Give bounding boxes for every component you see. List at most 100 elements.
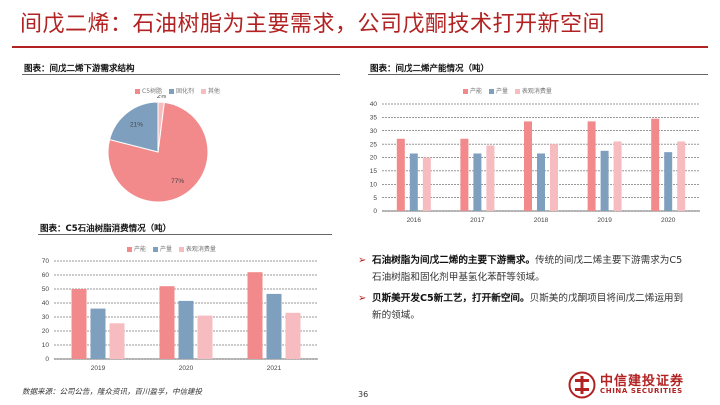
bar <box>266 293 282 359</box>
pie-legend-other: 其他 <box>207 88 220 95</box>
resin-chart-caption: 图表：C5石油树脂消费情况（吨） <box>40 224 172 234</box>
bullet-item: ➢ 贝斯美开发C5新工艺，打开新空间。贝斯美的戊酮项目将间戊二烯运用到新的领域。 <box>358 290 688 324</box>
legend-swatch <box>127 247 132 252</box>
pie-legend-c5: C5树脂 <box>142 88 163 95</box>
bar <box>197 315 213 359</box>
y-tick-label: 35 <box>370 115 378 122</box>
bar <box>71 289 87 359</box>
legend-swatch <box>488 89 494 94</box>
pie-slice <box>157 101 165 153</box>
bar <box>90 308 106 359</box>
bar <box>247 272 263 359</box>
x-tick-label: 2018 <box>534 217 549 224</box>
bar <box>422 157 431 211</box>
capacity-legend-output: 产量 <box>495 88 508 95</box>
pie-legend-curing: 固化剂 <box>175 88 194 95</box>
legend-swatch <box>178 247 184 252</box>
pie-slice-label: 77% <box>171 178 184 185</box>
y-tick-label: 40 <box>370 101 378 108</box>
y-tick-label: 40 <box>42 300 50 307</box>
legend-swatch <box>152 247 158 252</box>
bar <box>409 153 418 211</box>
capacity-legend-capacity: 产能 <box>470 88 483 95</box>
bar <box>524 121 532 211</box>
resin-caption-rule <box>38 234 332 235</box>
bar <box>600 150 609 211</box>
bar <box>159 286 175 359</box>
capacity-legend-demand: 表观消费量 <box>521 88 552 95</box>
company-logo: 中信建投证券 CHINA SECURITIES <box>568 370 718 400</box>
bullet-lead: 贝斯美开发C5新工艺，打开新空间。 <box>372 293 530 304</box>
x-tick-label: 2017 <box>470 217 485 224</box>
capacity-caption-rule <box>368 74 708 75</box>
bar <box>677 141 686 211</box>
x-tick-label: 2020 <box>661 217 676 224</box>
y-tick-label: 20 <box>370 155 378 162</box>
y-tick-label: 15 <box>370 168 378 175</box>
pie-legend: C5树脂 固化剂 其他 <box>130 86 220 95</box>
logo-chinese-text: 中信建投证券 <box>600 374 685 389</box>
legend-swatch <box>200 89 206 94</box>
y-tick-label: 60 <box>42 272 50 279</box>
y-tick-label: 30 <box>370 128 378 135</box>
pie-slice-label: 21% <box>130 121 143 128</box>
slide-title: 间戊二烯：石油树脂为主要需求，公司戊酮技术打开新空间 <box>20 12 606 37</box>
bullet-list: ➢ 石油树脂为间戊二烯的主要下游需求。传统的间戊二烯主要下游需求为C5石油树脂和… <box>358 252 688 328</box>
bar <box>396 138 405 211</box>
y-tick-label: 20 <box>42 328 50 335</box>
arrow-bullet-icon: ➢ <box>358 293 367 304</box>
resin-legend: 产能 产量 表观消费量 <box>122 244 216 253</box>
data-source-note: 数据来源：公司公告，隆众资讯，百川盈孚，中信建投 <box>22 387 202 396</box>
capacity-chart-caption: 图表：间戊二烯产能情况（吨） <box>370 64 490 74</box>
bar <box>460 138 469 211</box>
arrow-bullet-icon: ➢ <box>358 255 367 266</box>
bar <box>587 121 596 211</box>
pie-caption-rule <box>22 74 340 75</box>
y-tick-label: 30 <box>42 314 50 321</box>
x-tick-label: 2019 <box>91 365 106 372</box>
pie-chart: 77% 21% 2% <box>107 95 209 203</box>
bar <box>486 145 495 211</box>
resin-legend-output: 产量 <box>159 246 172 253</box>
resin-legend-demand: 表观消费量 <box>185 246 216 253</box>
x-tick-label: 2020 <box>179 365 194 372</box>
legend-swatch <box>135 89 140 94</box>
y-tick-label: 25 <box>370 141 378 148</box>
bar <box>178 300 194 359</box>
bar <box>651 118 660 211</box>
legend-swatch <box>463 89 468 94</box>
bar <box>550 144 558 211</box>
bar <box>109 323 125 359</box>
bullet-text: 传统的间戊二烯主要下游需求为C5石油树脂和固化剂甲基氢化苯酐等领域。 <box>372 255 683 283</box>
x-tick-label: 2019 <box>597 217 612 224</box>
legend-swatch <box>514 89 520 94</box>
bar <box>537 153 545 211</box>
pie-slice <box>108 101 159 153</box>
bar <box>285 312 301 359</box>
bar <box>613 141 622 211</box>
bullet-text: 贝斯美的戊酮项目将间戊二烯运用到新的领域。 <box>372 293 684 321</box>
pie-slice-label: 2% <box>157 95 167 100</box>
bar <box>473 153 482 211</box>
citic-logo-icon <box>568 371 596 399</box>
capacity-bar-chart: 0 5 10 15 20 25 30 35 40 2016 2017 2018 2019 2020 <box>370 101 700 224</box>
resin-legend-capacity: 产能 <box>134 246 147 253</box>
y-tick-label: 0 <box>373 208 377 215</box>
bullet-lead: 石油树脂为间戊二烯的主要下游需求。 <box>372 255 536 266</box>
resin-bar-chart: 0 10 20 30 40 50 60 70 2019 2020 2021 <box>42 258 318 372</box>
y-tick-label: 5 <box>373 195 377 202</box>
page-number: 36 <box>358 390 369 399</box>
y-tick-label: 10 <box>370 181 378 188</box>
x-tick-label: 2016 <box>407 217 422 224</box>
logo-english-text: CHINA SECURITIES <box>600 387 683 395</box>
title-divider <box>12 46 708 48</box>
y-tick-label: 50 <box>42 286 50 293</box>
pie-chart-caption: 图表：间戊二烯下游需求结构 <box>24 64 135 74</box>
bullet-item: ➢ 石油树脂为间戊二烯的主要下游需求。传统的间戊二烯主要下游需求为C5石油树脂和… <box>358 252 688 286</box>
x-tick-label: 2021 <box>267 365 282 372</box>
capacity-legend: 产能 产量 表观消费量 <box>458 86 552 95</box>
legend-swatch <box>168 89 174 94</box>
y-tick-label: 70 <box>42 258 50 265</box>
bar <box>664 152 673 211</box>
y-tick-label: 10 <box>42 342 50 349</box>
